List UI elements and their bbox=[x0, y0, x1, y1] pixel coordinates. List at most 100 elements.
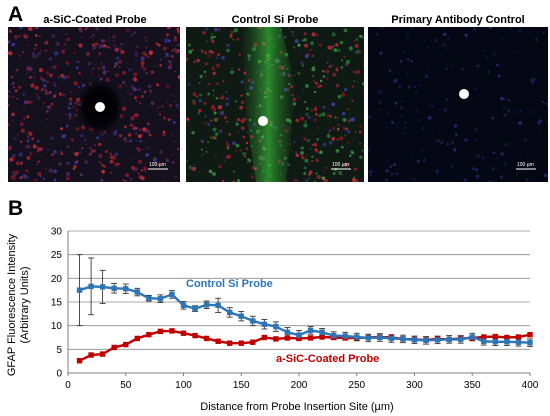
cell-speckle bbox=[11, 42, 16, 47]
cell-speckle bbox=[50, 137, 54, 140]
series-point bbox=[111, 344, 117, 351]
cell-speckle bbox=[136, 55, 138, 57]
cell-speckle bbox=[75, 43, 77, 45]
cell-speckle bbox=[173, 47, 177, 52]
cell-speckle bbox=[140, 65, 144, 69]
cell-speckle bbox=[144, 36, 148, 39]
cell-speckle bbox=[486, 70, 491, 74]
cell-speckle bbox=[39, 119, 41, 121]
cell-speckle bbox=[341, 92, 346, 97]
cell-speckle bbox=[136, 46, 139, 48]
cell-speckle bbox=[232, 141, 236, 145]
cell-speckle bbox=[213, 35, 216, 39]
cell-speckle bbox=[128, 132, 131, 135]
cell-speckle bbox=[356, 70, 361, 75]
cell-speckle bbox=[353, 40, 356, 43]
cell-speckle bbox=[224, 115, 227, 118]
cell-speckle bbox=[378, 100, 382, 105]
cell-speckle bbox=[234, 100, 237, 103]
cell-speckle bbox=[92, 34, 95, 37]
cell-speckle bbox=[53, 84, 57, 87]
y-tick-label: 25 bbox=[51, 250, 63, 261]
cell-speckle bbox=[207, 53, 211, 58]
cell-speckle bbox=[18, 54, 21, 57]
cell-speckle bbox=[146, 146, 149, 149]
cell-speckle bbox=[222, 79, 225, 83]
cell-speckle bbox=[314, 112, 318, 116]
series-point bbox=[515, 334, 522, 340]
cell-speckle bbox=[466, 118, 469, 122]
cell-speckle bbox=[219, 97, 222, 99]
cell-speckle bbox=[368, 115, 371, 119]
cell-speckle bbox=[156, 83, 160, 87]
cell-speckle bbox=[20, 27, 24, 29]
cell-speckle bbox=[8, 95, 10, 99]
cell-speckle bbox=[15, 161, 21, 166]
cell-speckle bbox=[316, 151, 319, 154]
cell-speckle bbox=[33, 47, 36, 50]
cell-speckle bbox=[140, 169, 144, 172]
series-point bbox=[434, 337, 441, 343]
cell-speckle bbox=[171, 160, 175, 164]
cell-speckle bbox=[298, 96, 301, 99]
cell-speckle bbox=[208, 169, 213, 174]
cell-speckle bbox=[237, 130, 239, 133]
series-point bbox=[527, 331, 533, 338]
cell-speckle bbox=[311, 54, 314, 57]
cell-speckle bbox=[242, 135, 246, 139]
cell-speckle bbox=[236, 121, 239, 124]
cell-speckle bbox=[327, 132, 330, 134]
cell-speckle bbox=[443, 32, 447, 36]
cell-speckle bbox=[162, 46, 167, 51]
cell-speckle bbox=[30, 101, 33, 104]
cell-speckle bbox=[240, 80, 244, 84]
chart-axes bbox=[67, 231, 531, 376]
cell-speckle bbox=[122, 179, 125, 182]
cell-speckle bbox=[211, 66, 216, 71]
cell-speckle bbox=[350, 117, 355, 122]
cell-speckle bbox=[37, 171, 42, 177]
cell-speckle bbox=[119, 47, 122, 50]
cell-speckle bbox=[9, 145, 12, 148]
probe-insertion-marker bbox=[459, 89, 469, 99]
cell-speckle bbox=[137, 134, 142, 139]
cell-speckle bbox=[355, 37, 359, 41]
cell-speckle bbox=[211, 33, 214, 36]
cell-speckle bbox=[53, 81, 55, 84]
cell-speckle bbox=[186, 57, 189, 61]
cell-speckle bbox=[404, 126, 407, 129]
cell-speckle bbox=[74, 151, 79, 157]
cell-speckle bbox=[124, 180, 127, 182]
cell-speckle bbox=[379, 90, 383, 94]
series-point bbox=[284, 329, 291, 335]
x-tick-label: 350 bbox=[464, 380, 481, 391]
series-point bbox=[492, 333, 499, 340]
cell-speckle bbox=[442, 54, 444, 56]
cell-speckle bbox=[212, 107, 217, 112]
cell-speckle bbox=[236, 37, 240, 41]
cell-speckle bbox=[67, 106, 71, 110]
cell-speckle bbox=[26, 135, 30, 139]
cell-speckle bbox=[530, 81, 534, 84]
cell-speckle bbox=[302, 64, 304, 67]
cell-speckle bbox=[40, 90, 43, 92]
cell-speckle bbox=[23, 117, 26, 120]
cell-speckle bbox=[388, 69, 392, 72]
cell-speckle bbox=[371, 68, 373, 71]
cell-speckle bbox=[46, 118, 48, 121]
cell-speckle bbox=[132, 78, 134, 80]
cell-speckle bbox=[492, 52, 496, 56]
cell-speckle bbox=[326, 61, 329, 64]
cell-speckle bbox=[11, 120, 14, 123]
cell-speckle bbox=[322, 142, 327, 147]
cell-speckle bbox=[322, 75, 325, 78]
cell-speckle bbox=[166, 101, 169, 103]
cell-speckle bbox=[96, 136, 100, 140]
cell-speckle bbox=[488, 27, 492, 29]
cell-speckle bbox=[37, 160, 41, 164]
cell-speckle bbox=[144, 170, 147, 173]
series-point bbox=[180, 330, 187, 336]
series-point bbox=[250, 339, 256, 345]
cell-speckle bbox=[11, 95, 14, 99]
cell-speckle bbox=[473, 27, 477, 31]
